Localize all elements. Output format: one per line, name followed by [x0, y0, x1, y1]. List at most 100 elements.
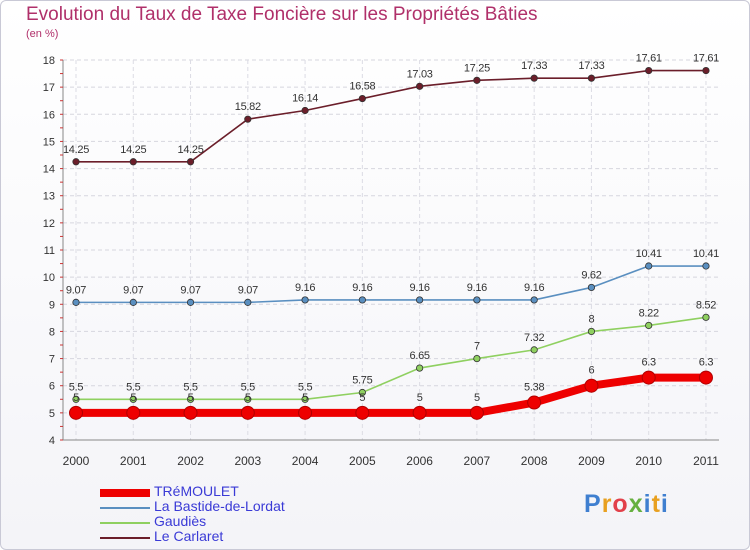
y-tick-label: 5: [49, 408, 55, 420]
data-point: [72, 395, 80, 403]
data-point: [469, 405, 484, 420]
data-point: [587, 283, 596, 292]
logo-letter: i: [660, 490, 669, 518]
data-label: 6: [589, 365, 595, 377]
data-label: 9.62: [581, 269, 601, 281]
data-label: 17.25: [464, 62, 490, 74]
data-label: 9.07: [238, 284, 258, 296]
data-point: [186, 395, 195, 403]
data-label: 5.5: [241, 381, 256, 393]
data-label: 8.52: [696, 299, 716, 311]
chart-subtitle: (en %): [26, 28, 59, 40]
data-label: 5: [302, 392, 308, 404]
data-point: [587, 74, 596, 82]
data-label: 5: [73, 392, 79, 404]
data-point: [244, 115, 252, 123]
x-tick-label: 2003: [234, 454, 261, 468]
legend-label: Le Carlaret: [154, 528, 224, 544]
data-label: 15.82: [235, 101, 261, 113]
y-tick-label: 10: [43, 272, 55, 284]
legend-swatch: [100, 489, 150, 497]
data-label: 17.03: [407, 68, 433, 80]
data-point: [702, 313, 710, 321]
data-point: [186, 158, 195, 166]
data-label: 5.5: [69, 381, 84, 393]
data-label: 9.16: [410, 282, 430, 294]
data-label: 5: [417, 392, 423, 404]
y-tick-label: 15: [43, 136, 55, 148]
data-point: [412, 405, 427, 420]
data-label: 8.22: [639, 307, 659, 319]
x-tick-label: 2001: [120, 454, 147, 468]
data-label: 17.33: [578, 60, 604, 72]
data-point: [645, 66, 653, 75]
data-label: 17.61: [636, 53, 662, 65]
x-tick-label: 2002: [177, 454, 204, 468]
data-point: [358, 94, 366, 103]
data-point: [702, 66, 710, 75]
data-point: [358, 388, 366, 397]
data-point: [358, 296, 366, 304]
data-point: [530, 296, 538, 304]
data-label: 5.75: [352, 375, 372, 387]
data-point: [301, 106, 309, 115]
data-point: [129, 158, 137, 166]
y-tick-label: 16: [43, 109, 55, 121]
data-point: [473, 354, 481, 363]
data-label: 14.25: [63, 144, 89, 156]
legend-label: TRéMOULET: [154, 483, 239, 499]
data-label: 6.3: [699, 357, 714, 369]
data-label: 10.41: [693, 248, 719, 260]
data-label: 14.25: [178, 144, 204, 156]
data-point: [645, 262, 653, 270]
legend-swatch: [100, 522, 150, 524]
y-tick-label: 18: [43, 55, 55, 67]
data-point: [186, 298, 195, 306]
data-point: [72, 158, 80, 166]
data-point: [641, 370, 656, 385]
data-label: 9.16: [524, 282, 544, 294]
x-tick-label: 2008: [521, 454, 548, 468]
data-label: 10.41: [636, 248, 662, 260]
data-point: [301, 296, 309, 304]
data-point: [129, 298, 137, 306]
y-tick-label: 13: [43, 191, 55, 203]
logo-letter: o: [612, 490, 629, 518]
data-label: 6.65: [410, 350, 430, 362]
data-point: [301, 395, 309, 403]
data-point: [126, 405, 141, 420]
data-label: 9.07: [123, 284, 143, 296]
data-label: 9.07: [180, 284, 200, 296]
data-point: [698, 370, 713, 385]
legend-label: Gaudiès: [154, 513, 207, 529]
data-point: [473, 76, 481, 84]
y-tick-label: 7: [49, 354, 55, 366]
data-label: 5: [188, 392, 194, 404]
y-tick-label: 6: [49, 381, 55, 393]
data-label: 5.38: [524, 382, 544, 394]
logo-letter: r: [601, 490, 613, 518]
data-point: [584, 378, 599, 393]
logo-letter: x: [628, 490, 644, 518]
data-label: 9.16: [352, 282, 372, 294]
data-point: [416, 296, 424, 304]
y-tick-label: 9: [49, 299, 55, 311]
data-label: 5.5: [298, 381, 313, 393]
data-point: [645, 321, 653, 330]
data-point: [587, 327, 596, 336]
data-point: [527, 395, 542, 410]
data-point: [530, 74, 538, 82]
logo-letter: i: [643, 490, 652, 518]
data-point: [244, 395, 252, 403]
data-label: 9.16: [295, 282, 315, 294]
data-point: [355, 405, 370, 420]
legend-label: La Bastide-de-Lordat: [154, 498, 285, 514]
y-tick-label: 12: [43, 218, 55, 230]
data-point: [129, 395, 137, 403]
x-tick-label: 2000: [63, 454, 90, 468]
data-label: 7: [474, 341, 480, 353]
data-point: [69, 405, 83, 420]
data-point: [530, 346, 538, 354]
y-tick-label: 4: [49, 435, 55, 447]
